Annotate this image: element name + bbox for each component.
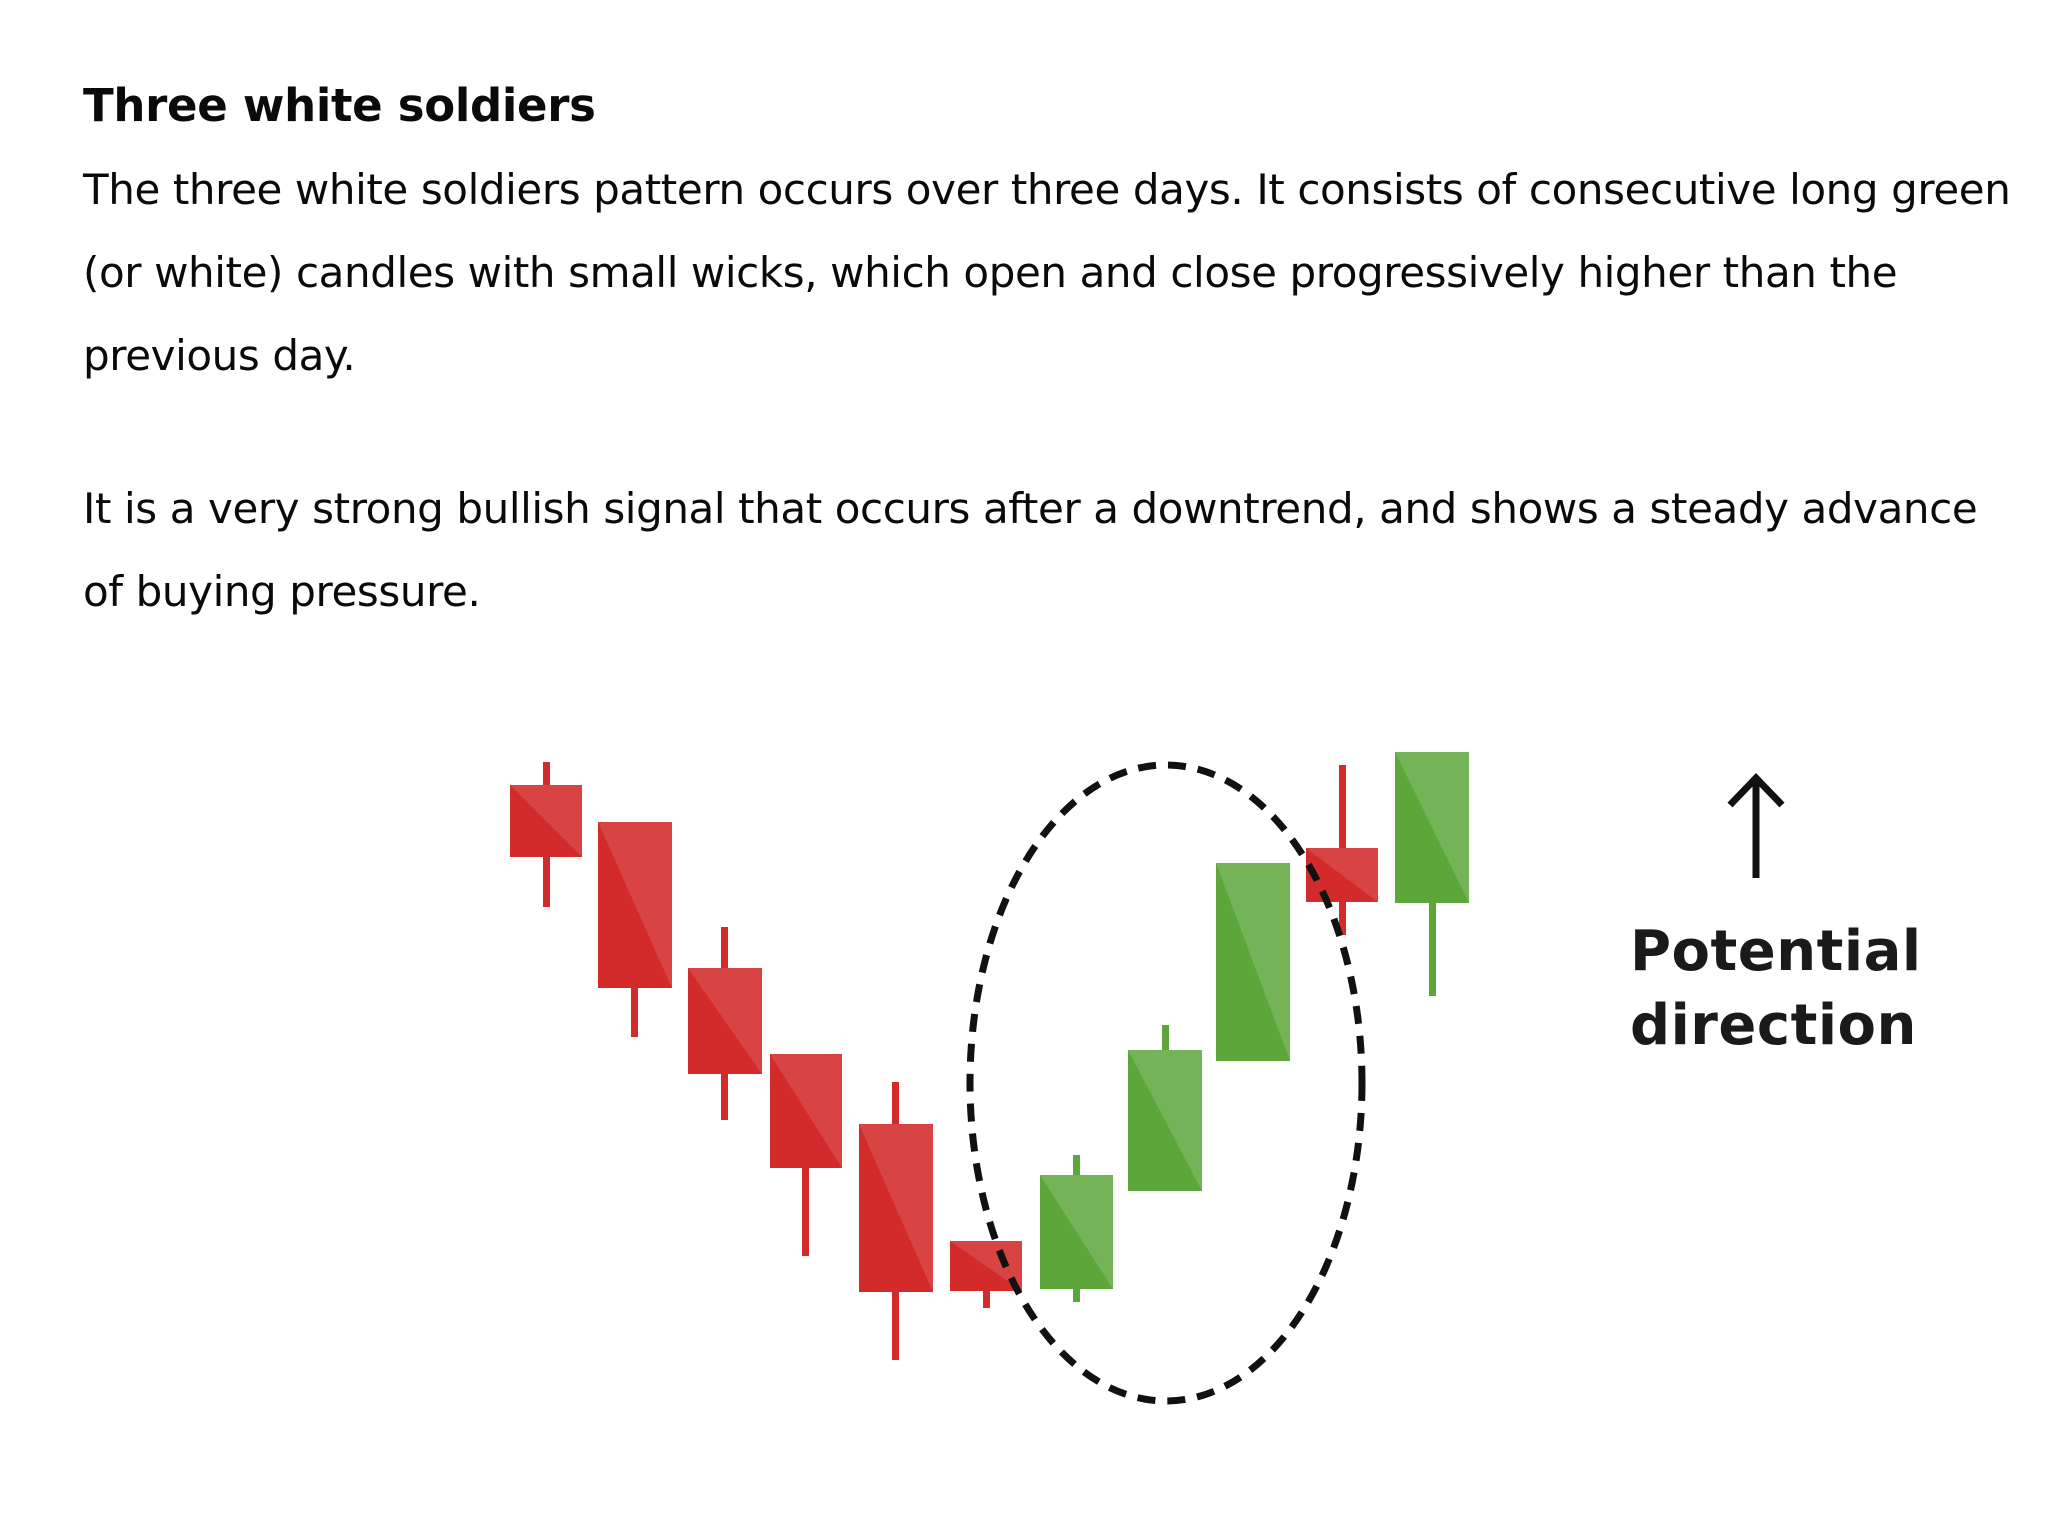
section-heading: Three white soldiers	[83, 79, 596, 132]
candlestick-diagram	[510, 752, 1785, 1405]
bearish-candle	[510, 762, 582, 907]
label-line-1: Potential	[1630, 919, 1922, 984]
bullish-candle	[1395, 752, 1469, 996]
paragraph-description: The three white soldiers pattern occurs …	[83, 165, 2011, 380]
bearish-candle	[950, 1241, 1022, 1308]
label-line-2: direction	[1630, 993, 1917, 1058]
article: Three white soldiers The three white sol…	[83, 70, 2023, 633]
bearish-candle	[859, 1082, 933, 1360]
three-white-soldiers-illustration: Potential direction	[0, 700, 2072, 1500]
bullish-candle	[1040, 1155, 1113, 1302]
potential-direction-label: Potential direction	[1630, 915, 1950, 1063]
up-arrow-icon	[1727, 772, 1785, 878]
paragraph-signal: It is a very strong bullish signal that …	[83, 484, 1978, 616]
bullish-candle	[1216, 863, 1290, 1061]
highlight-ellipse	[966, 761, 1366, 1405]
bearish-candle	[1306, 765, 1378, 935]
candles	[510, 752, 1469, 1360]
bearish-candle	[770, 1054, 842, 1256]
bearish-candle	[688, 927, 762, 1120]
bearish-candle	[598, 822, 672, 1037]
bullish-candle	[1128, 1025, 1202, 1191]
